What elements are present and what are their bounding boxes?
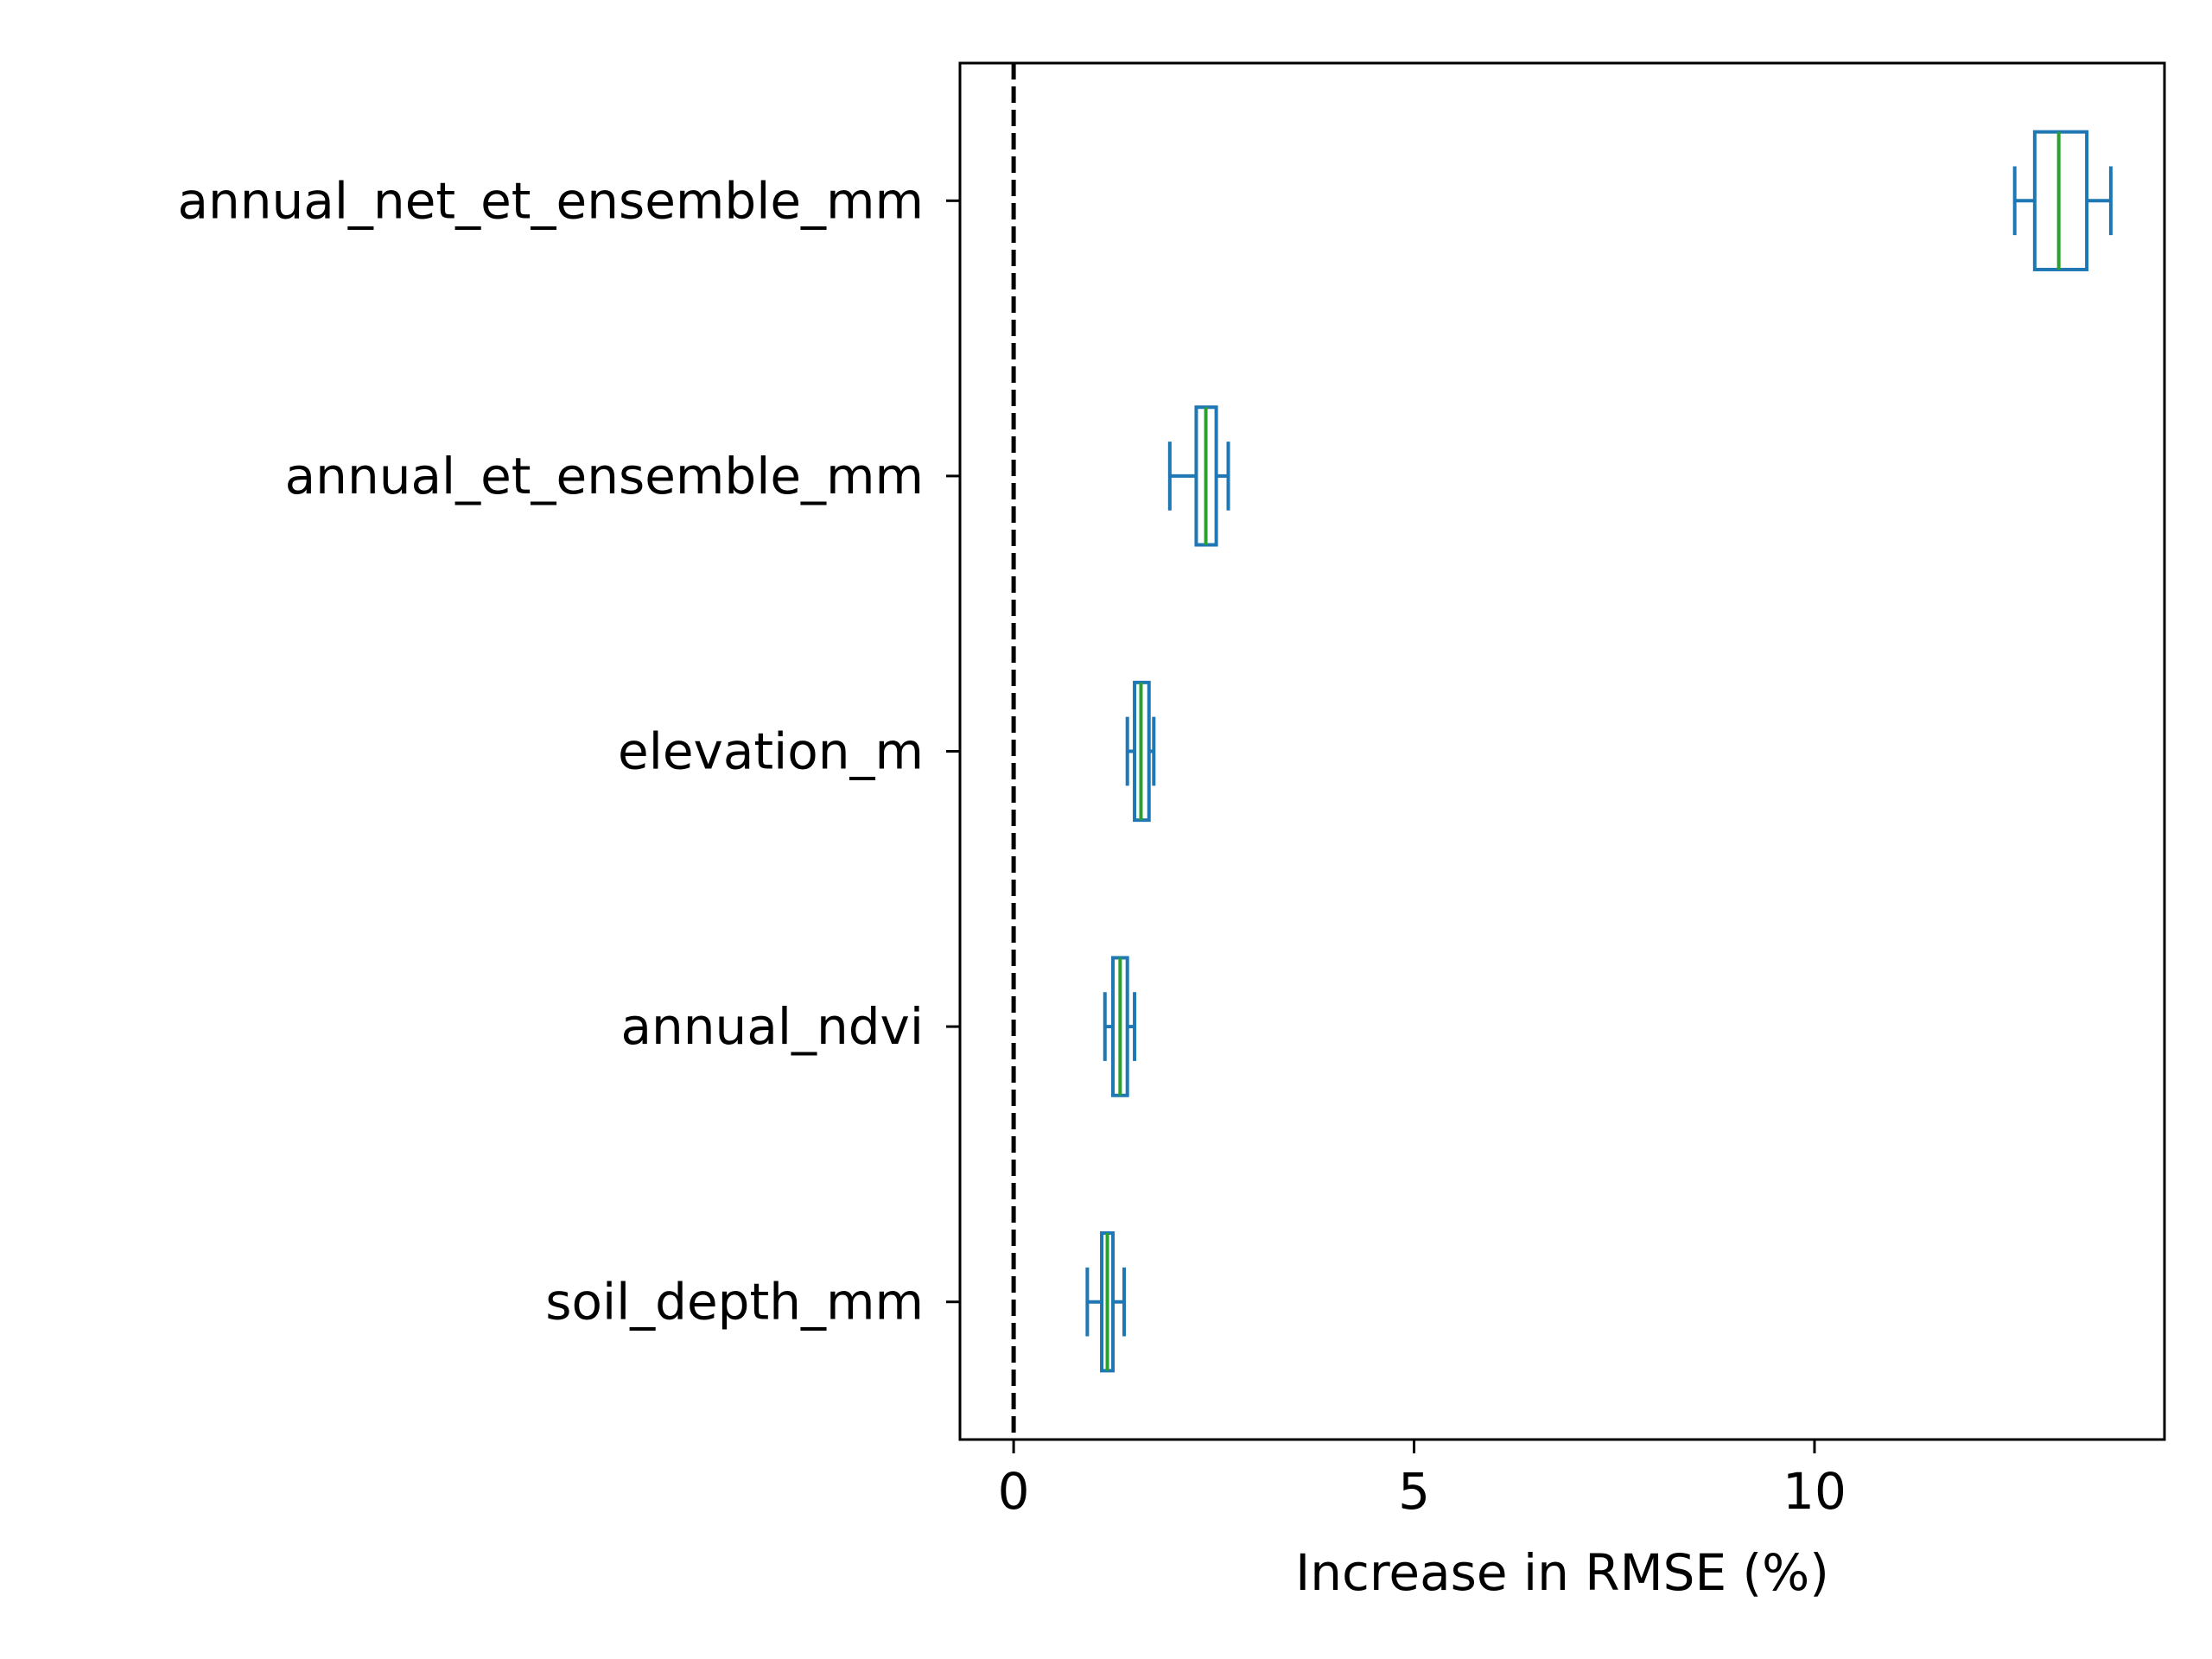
x-tick-label: 10 bbox=[1783, 1462, 1847, 1521]
y-tick-label: annual_ndvi bbox=[621, 997, 925, 1056]
x-axis: 0 5 10 bbox=[998, 1440, 1847, 1521]
y-tick-label: annual_et_ensemble_mm bbox=[285, 447, 924, 505]
x-axis-label: Increase in RMSE (%) bbox=[1295, 1543, 1829, 1602]
box-annual_et_ensemble_mm bbox=[1167, 405, 1230, 547]
plot-area bbox=[960, 63, 2164, 1440]
x-tick-label: 5 bbox=[1398, 1462, 1430, 1521]
box-elevation_m bbox=[1125, 680, 1156, 823]
y-tick-label: annual_net_et_ensemble_mm bbox=[177, 171, 924, 230]
box-soil_depth_mm bbox=[1085, 1231, 1127, 1373]
box-annual_net_et_ensemble_mm bbox=[2012, 130, 2113, 271]
x-tick-label: 0 bbox=[998, 1462, 1030, 1521]
y-axis: annual_net_et_ensemble_mm annual_et_ensem… bbox=[177, 171, 960, 1332]
y-tick-label: elevation_m bbox=[618, 722, 924, 781]
box-annual_ndvi bbox=[1103, 956, 1137, 1097]
box-iqr bbox=[2032, 130, 2089, 271]
box-group bbox=[1085, 130, 2113, 1373]
y-tick-label: soil_depth_mm bbox=[545, 1273, 924, 1332]
